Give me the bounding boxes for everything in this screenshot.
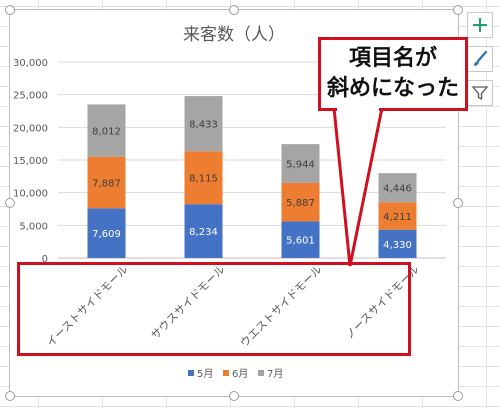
callout-seam [337, 105, 379, 111]
plus-icon [473, 18, 487, 32]
bar-segment [378, 202, 417, 230]
resize-handle-middle-right[interactable] [453, 198, 463, 208]
data-label: 5,601 [286, 236, 315, 247]
bars: 7,609 7,887 8,012 8,234 8,115 8,433 5,601 5,887… [87, 96, 417, 258]
highlight-rectangle [17, 262, 411, 356]
resize-handle-bottom-right[interactable] [453, 391, 463, 401]
resize-handle-bottom-left[interactable] [5, 391, 15, 401]
resize-handle-top-middle[interactable] [229, 5, 239, 15]
legend-swatch [188, 370, 194, 376]
resize-handle-top-left[interactable] [5, 5, 15, 15]
y-tick-label: 30,000 [13, 58, 48, 69]
data-label: 8,234 [189, 227, 218, 238]
resize-handle-bottom-middle[interactable] [229, 391, 239, 401]
bar-segment [281, 221, 320, 258]
filter-icon [471, 86, 489, 101]
data-label: 5,944 [286, 160, 315, 171]
bar-segment [87, 208, 126, 258]
data-label: 4,446 [383, 184, 412, 195]
bar-segment [87, 156, 126, 209]
y-tick-label: 20,000 [13, 123, 48, 134]
legend-swatch [258, 370, 264, 376]
y-axis: 0 5,000 10,000 15,000 20,000 25,000 30,000 [13, 58, 48, 265]
paintbrush-icon [474, 50, 488, 66]
legend-label: 7月 [267, 368, 283, 380]
bar-segment [378, 173, 417, 203]
bar-segment [87, 104, 126, 157]
y-tick-label: 10,000 [13, 189, 48, 200]
y-tick-label: 25,000 [13, 91, 48, 102]
data-label: 7,609 [92, 229, 121, 240]
chart-styles-button[interactable] [467, 46, 493, 72]
chart-filters-button[interactable] [467, 80, 493, 106]
resize-handle-middle-left[interactable] [5, 198, 15, 208]
bar-segment [281, 144, 320, 183]
y-tick-label: 0 [42, 254, 48, 265]
legend-swatch [223, 370, 229, 376]
y-tick-label: 15,000 [13, 156, 48, 167]
data-label: 7,887 [92, 179, 121, 190]
data-label: 4,330 [383, 240, 412, 251]
legend-label: 6月 [232, 368, 248, 380]
chart-title[interactable]: 来客数（人） [183, 25, 285, 45]
resize-handle-top-right[interactable] [453, 5, 463, 15]
legend-label: 5月 [197, 368, 213, 380]
bar-segment [184, 96, 223, 152]
chart-elements-button[interactable] [467, 12, 493, 38]
callout-box: 項目名が 斜めになった [318, 37, 468, 111]
data-label: 8,115 [189, 174, 218, 185]
data-label: 5,887 [286, 198, 315, 209]
bar-segment [378, 229, 417, 258]
data-label: 4,211 [383, 212, 412, 223]
y-tick-label: 5,000 [19, 221, 48, 232]
bar-segment [184, 151, 223, 205]
data-label: 8,012 [92, 127, 121, 138]
bar-segment [281, 182, 320, 222]
data-label: 8,433 [189, 120, 218, 131]
bar-segment [184, 204, 223, 258]
legend: 5月 6月 7月 [188, 368, 283, 380]
callout-text: 項目名が 斜めになった [326, 46, 459, 101]
